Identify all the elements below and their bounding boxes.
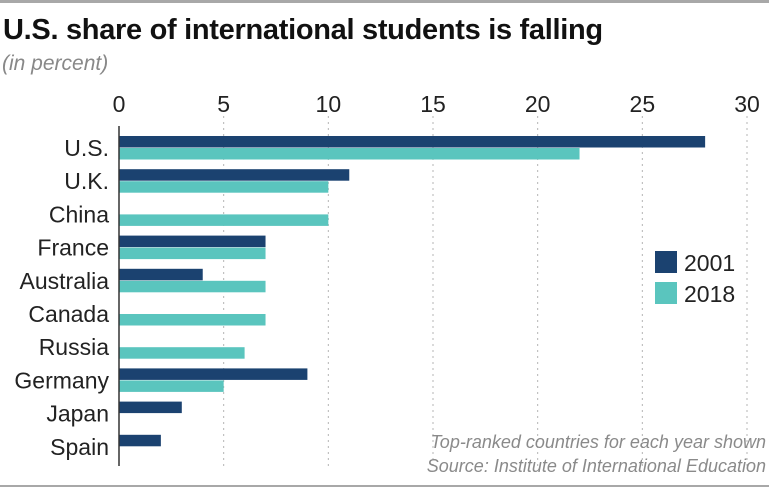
x-tick-label: 25 [630, 91, 656, 117]
bar-2018-france [119, 247, 266, 260]
category-label: Russia [39, 334, 110, 360]
source-note: Source: Institute of International Educa… [427, 456, 766, 476]
category-label: Germany [14, 367, 109, 393]
bar-2018-canada [119, 314, 266, 326]
bar-2018-germany [119, 380, 224, 392]
bar-2001-australia [119, 268, 203, 281]
category-label: China [49, 201, 109, 227]
legend-label: 2001 [684, 250, 735, 276]
top-border [0, 0, 769, 3]
legend-swatch-2001 [655, 251, 677, 273]
category-label: U.K. [64, 168, 109, 194]
x-tick-label: 10 [316, 91, 342, 117]
category-label: U.S. [64, 135, 109, 161]
bar-2018-china [119, 214, 329, 226]
bottom-border [0, 485, 769, 487]
bar-2001-france [119, 235, 266, 248]
footnote: Top-ranked countries for each year shown [430, 432, 766, 452]
bar-2018-russia [119, 347, 245, 359]
bar-2001-japan [119, 401, 182, 414]
bar-2018-australia [119, 280, 266, 293]
legend-swatch-2018 [655, 282, 677, 304]
category-label: France [37, 235, 109, 261]
chart-subtitle: (in percent) [2, 52, 109, 75]
x-tick-label: 0 [113, 91, 126, 117]
bar-2001-uk [119, 169, 350, 181]
bar-2018-uk [119, 181, 329, 193]
category-label: Spain [50, 434, 109, 460]
category-label: Australia [20, 268, 110, 294]
bar-2001-us [119, 136, 706, 148]
x-tick-label: 30 [734, 91, 760, 117]
category-label: Canada [28, 301, 109, 327]
category-label: Japan [46, 401, 109, 427]
chart-title: U.S. share of international students is … [3, 14, 603, 46]
x-tick-label: 5 [217, 91, 230, 117]
bar-2001-spain [119, 434, 161, 447]
bar-2018-us [119, 148, 580, 160]
bar-2001-germany [119, 368, 308, 380]
legend-label: 2018 [684, 281, 735, 307]
x-tick-label: 20 [525, 91, 551, 117]
x-tick-label: 15 [420, 91, 446, 117]
